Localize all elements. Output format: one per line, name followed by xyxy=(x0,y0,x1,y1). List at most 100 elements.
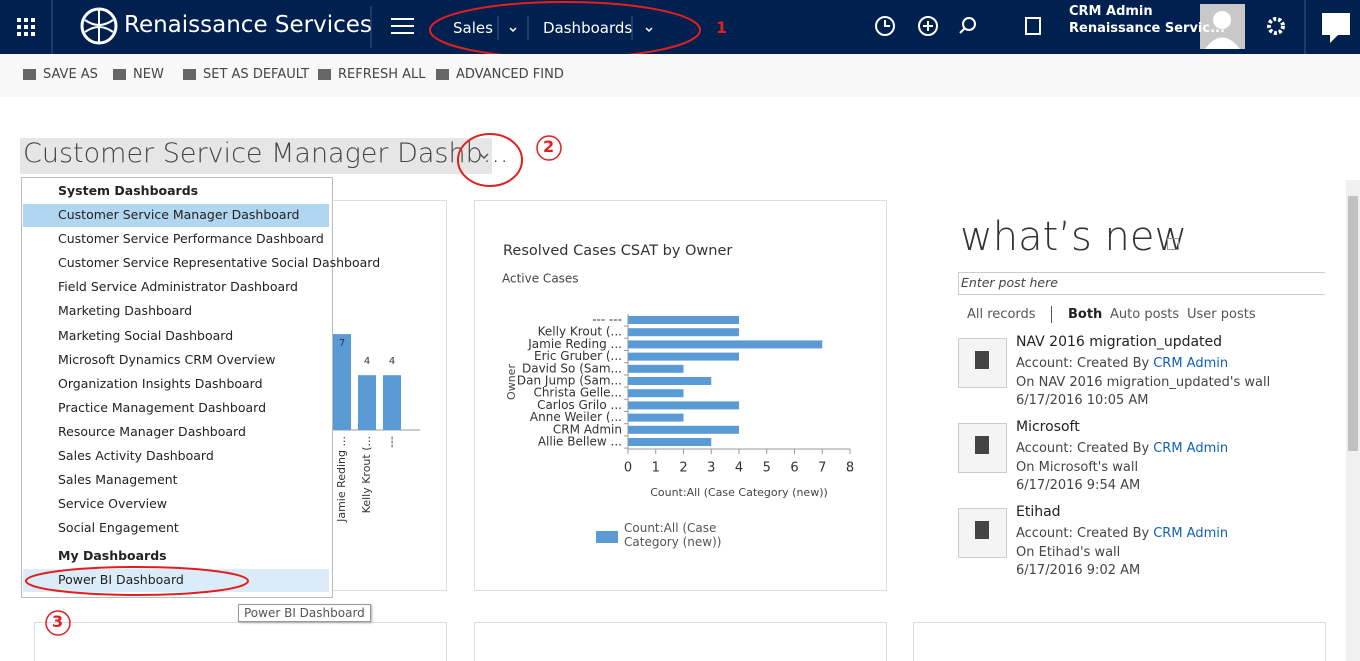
dropdown-item[interactable]: Social Engagement xyxy=(58,520,179,536)
post-title[interactable]: NAV 2016 migration_updated xyxy=(1016,334,1223,350)
post-date: 6/17/2016 10:05 AM xyxy=(1016,393,1149,408)
dashboard-title[interactable]: Customer Service Manager Dashb... xyxy=(23,138,509,169)
dropdown-item[interactable]: Sales Activity Dashboard xyxy=(58,448,214,463)
dropdown-item[interactable]: Sales Management xyxy=(58,472,178,488)
bar xyxy=(628,328,739,337)
y-tick-label: Allie Bellew ... xyxy=(538,435,622,449)
icon[interactable] xyxy=(1167,238,1179,250)
x-tick-label: 0 xyxy=(624,461,632,476)
annotation-marker: 1 xyxy=(716,18,728,37)
title-box[interactable] xyxy=(20,138,492,174)
x-tick-label: 5 xyxy=(763,461,771,476)
nav-item[interactable]: Sales xyxy=(453,19,493,37)
x-axis-label: Count:All (Case Category (new)) xyxy=(650,486,828,499)
toolbar-icon[interactable] xyxy=(318,69,331,80)
nav-item[interactable]: Dashboards xyxy=(543,19,633,37)
dropdown-item[interactable]: Organization Insights Dashboard xyxy=(58,375,263,391)
post-icon-glyph xyxy=(975,521,989,539)
toolbar-icon[interactable] xyxy=(113,69,126,80)
post-input[interactable] xyxy=(958,272,1325,295)
post-prefix: Account: Created By xyxy=(1016,356,1150,371)
post-date: 6/17/2016 9:02 AM xyxy=(1016,563,1141,578)
value-label: 7 xyxy=(339,338,345,349)
bar xyxy=(628,316,739,324)
chart-subtitle: Active Cases xyxy=(502,272,579,286)
post-date: 6/17/2016 9:54 AM xyxy=(1016,478,1141,493)
toolbar-icon[interactable] xyxy=(23,69,36,80)
y-tick-label: Eric Gruber (... xyxy=(534,349,622,363)
chart-title: Resolved Cases CSAT by Owner xyxy=(503,243,732,259)
toolbar-button[interactable]: SET AS DEFAULT xyxy=(203,67,310,82)
x-tick-label: 2 xyxy=(679,461,687,476)
toolbar-icon[interactable] xyxy=(183,69,196,80)
x-tick-label: 6 xyxy=(790,461,798,476)
x-tick-label: 1 xyxy=(652,461,660,476)
legend-swatch xyxy=(596,531,618,543)
filter[interactable]: All records xyxy=(967,307,1036,322)
x-tick-label: Jamie Reding ... xyxy=(335,436,348,523)
toolbar-button[interactable]: REFRESH ALL xyxy=(338,67,426,82)
post-author[interactable]: CRM Admin xyxy=(1153,441,1229,456)
filter[interactable]: Both xyxy=(1068,307,1103,322)
tooltip: Power BI Dashboard xyxy=(238,604,371,622)
annotation-marker: 3 xyxy=(52,612,64,631)
dropdown-item[interactable]: Power BI Dashboard xyxy=(58,572,184,587)
x-tick-label: 8 xyxy=(846,461,854,476)
bar xyxy=(628,340,823,349)
scrollbar-thumb[interactable] xyxy=(1348,196,1358,451)
whats-new-title: what’s new xyxy=(960,214,1188,260)
dropdown-item[interactable]: Resource Manager Dashboard xyxy=(58,423,246,439)
post-title[interactable]: Etihad xyxy=(1016,504,1061,520)
chart: Resolved Cases CSAT by Owner Active Cases… xyxy=(502,243,854,543)
bar xyxy=(358,375,376,430)
x-tick-label: --- xyxy=(385,436,398,448)
filter[interactable]: User posts xyxy=(1187,307,1256,322)
x-tick-label: 4 xyxy=(735,461,743,476)
x-tick-label: 3 xyxy=(707,461,715,476)
hover-item-bg xyxy=(23,569,329,592)
post-title[interactable]: Microsoft xyxy=(1016,419,1080,435)
post-input-placeholder[interactable]: Enter post here xyxy=(961,275,1058,290)
toolbar xyxy=(0,54,1360,97)
post-icon-glyph xyxy=(975,351,989,369)
post-author[interactable]: CRM Admin xyxy=(1153,356,1229,371)
dropdown-item[interactable]: Customer Service Representative Social D… xyxy=(58,255,381,271)
dropdown-item[interactable]: Marketing Social Dashboard xyxy=(58,327,234,343)
dropdown-item[interactable]: Marketing Dashboard xyxy=(58,303,193,319)
post-prefix: Account: Created By xyxy=(1016,526,1150,541)
dropdown-item[interactable]: Service Overview xyxy=(58,496,168,512)
panel xyxy=(474,200,887,591)
post-author[interactable]: CRM Admin xyxy=(1153,526,1229,541)
selected-item-bg xyxy=(23,204,329,227)
bar xyxy=(628,389,684,398)
y-tick-label: Carlos Grilo ... xyxy=(537,398,622,412)
filter[interactable]: Auto posts xyxy=(1110,307,1180,322)
filter-divider xyxy=(1051,306,1052,323)
bar xyxy=(628,401,739,410)
bar xyxy=(628,364,684,373)
dropdown-item[interactable]: Microsoft Dynamics CRM Overview xyxy=(58,351,276,367)
value-label: 4 xyxy=(364,356,370,367)
toolbar-button[interactable]: NEW xyxy=(133,67,164,82)
post-icon-glyph xyxy=(975,436,989,454)
value-label: 4 xyxy=(389,356,395,367)
dropdown-annotations xyxy=(25,566,249,636)
header-icons xyxy=(17,0,1350,59)
toolbar-button[interactable]: SAVE AS xyxy=(43,67,98,82)
toolbar-button[interactable]: ADVANCED FIND xyxy=(456,67,564,82)
dropdown-item[interactable]: Field Service Administrator Dashboard xyxy=(58,279,298,295)
dropdown-heading: My Dashboards xyxy=(58,548,167,563)
dropdown-item[interactable]: Practice Management Dashboard xyxy=(58,399,267,415)
panel xyxy=(913,622,1326,661)
panel xyxy=(474,622,887,661)
dropdown-heading: System Dashboards xyxy=(58,183,199,198)
dropdown xyxy=(21,177,333,598)
x-tick-label: Kelly Krout (... xyxy=(360,436,373,513)
dropdown-item[interactable]: Customer Service Manager Dashboard xyxy=(58,207,300,222)
dropdown-item[interactable]: Customer Service Performance Dashboard xyxy=(58,231,324,247)
bar xyxy=(628,425,739,434)
bar xyxy=(383,375,401,430)
annotation-marker: 2 xyxy=(543,137,555,156)
toolbar-icon[interactable] xyxy=(436,69,449,80)
